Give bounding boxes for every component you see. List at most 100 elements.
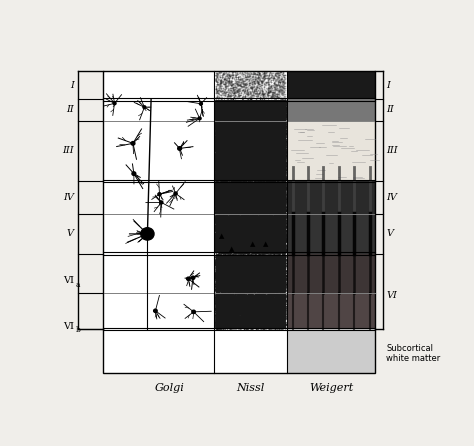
Point: [276, 268, 283, 275]
Point: [245, 208, 253, 215]
Point: [276, 97, 284, 104]
Point: [260, 226, 268, 233]
Point: [218, 286, 226, 293]
Point: [264, 179, 272, 186]
Point: [242, 181, 250, 188]
Point: [259, 241, 266, 248]
Point: [229, 189, 237, 196]
Point: [217, 151, 224, 158]
Point: [263, 104, 271, 111]
Point: [256, 111, 264, 118]
Point: [240, 192, 247, 199]
Point: [274, 304, 282, 311]
Point: [261, 252, 268, 260]
Point: [219, 192, 227, 199]
Point: [258, 207, 265, 214]
Point: [218, 112, 225, 119]
Point: [274, 142, 282, 149]
Point: [233, 138, 240, 145]
Point: [269, 209, 277, 216]
Point: [227, 132, 235, 139]
Point: [230, 127, 238, 134]
Point: [214, 197, 222, 204]
Point: [222, 99, 230, 106]
Point: [254, 322, 261, 330]
Point: [266, 103, 273, 111]
Point: [233, 286, 241, 293]
Point: [253, 186, 260, 193]
Point: [219, 101, 227, 108]
Point: [280, 194, 288, 202]
Point: [235, 113, 243, 120]
Point: [263, 180, 271, 187]
Point: [218, 155, 225, 162]
Point: [216, 209, 224, 216]
Point: [232, 312, 240, 319]
Point: [265, 171, 273, 178]
Point: [279, 179, 286, 186]
Point: [239, 284, 246, 291]
Point: [281, 167, 289, 174]
Point: [270, 209, 277, 216]
Point: [253, 280, 261, 287]
Point: [233, 241, 241, 248]
Point: [249, 217, 256, 224]
Point: [224, 233, 231, 240]
Point: [214, 144, 221, 151]
Point: [272, 180, 279, 187]
Point: [216, 158, 224, 165]
Point: [229, 200, 237, 207]
Point: [270, 252, 278, 260]
Point: [261, 260, 269, 268]
Point: [216, 214, 224, 221]
Point: [266, 288, 273, 295]
Point: [275, 103, 283, 111]
Point: [264, 183, 272, 190]
Point: [247, 102, 255, 109]
Point: [227, 194, 234, 202]
Point: [257, 140, 265, 148]
Point: [230, 205, 237, 212]
Point: [264, 147, 271, 154]
Point: [254, 113, 261, 120]
Point: [276, 110, 284, 117]
Point: [226, 205, 234, 212]
Point: [252, 168, 260, 175]
Point: [226, 152, 233, 159]
Point: [280, 237, 287, 244]
Point: [266, 69, 274, 76]
Point: [273, 133, 280, 140]
Point: [260, 153, 268, 160]
Point: [213, 298, 221, 306]
Point: [221, 217, 228, 224]
Point: [245, 208, 252, 215]
Point: [241, 113, 248, 120]
Point: [214, 200, 221, 207]
Point: [234, 131, 241, 138]
Point: [276, 123, 283, 130]
Point: [279, 99, 286, 106]
Point: [238, 205, 246, 212]
Point: [254, 101, 261, 108]
Point: [255, 260, 262, 267]
Point: [246, 153, 254, 161]
Point: [222, 176, 230, 183]
Point: [275, 102, 283, 109]
Point: [217, 185, 225, 192]
Point: [268, 98, 276, 105]
Point: [237, 182, 245, 190]
Point: [263, 103, 270, 110]
Point: [260, 288, 267, 295]
Point: [230, 192, 238, 199]
Point: [245, 281, 252, 288]
Point: [232, 207, 240, 215]
Point: [253, 219, 260, 226]
Point: [264, 191, 272, 198]
Point: [219, 253, 227, 260]
Point: [268, 296, 275, 303]
Point: [228, 236, 235, 243]
Point: [237, 200, 245, 207]
Point: [239, 299, 247, 306]
Point: [261, 179, 268, 186]
Point: [235, 119, 243, 126]
